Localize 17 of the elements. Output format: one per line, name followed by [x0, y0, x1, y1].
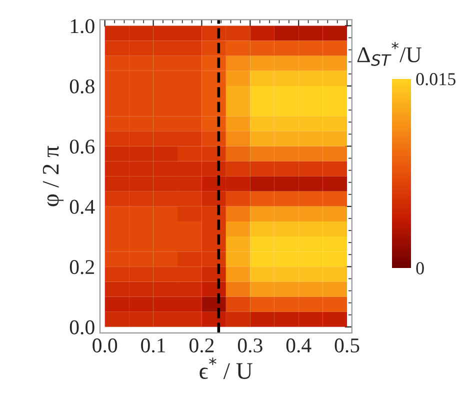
y-tick-label: 1.0 [70, 19, 94, 34]
x-tick-label: 0.4 [286, 338, 312, 353]
x-axis-title: ϵ$^{*}$ / U [200, 357, 252, 379]
x-tick-label: 0.3 [238, 338, 262, 353]
x-tick-label: 0.5 [334, 338, 360, 353]
x-tick-label: 0.2 [190, 338, 214, 353]
color-bar-title: Δ$_{ST}$$^{*}$/U [357, 42, 422, 66]
color-bar-label: 0 [416, 262, 424, 274]
y-tick-label: 0.2 [70, 260, 94, 274]
y-tick-label: 0.8 [70, 79, 94, 94]
color-bar-label: 0.015 [416, 73, 456, 86]
x-tick-label: 0.0 [92, 338, 118, 353]
y-axis-title: φ / 2 π [42, 146, 64, 206]
y-tick-label: 0.6 [70, 140, 95, 154]
y-tick-label: 0.4 [70, 200, 95, 214]
x-tick-label: 0.1 [141, 338, 166, 353]
y-tick-label: 0.0 [70, 320, 94, 334]
